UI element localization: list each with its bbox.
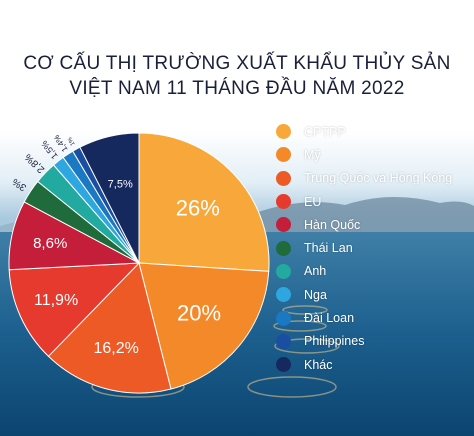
legend-item-philippines: Philippines [276, 330, 452, 353]
legend-item-dai-loan: Đài Loan [276, 306, 452, 329]
legend-item-my: Mỹ [276, 143, 452, 166]
pie-label-trung-quoc-va-hong-kong: 16,2% [94, 340, 139, 357]
legend-swatch [276, 147, 291, 163]
pie-slice-trung-quoc-va-hong-kong [47, 262, 172, 394]
pie-slice-cptpp [138, 132, 270, 272]
pie-slice-eu [8, 262, 141, 357]
legend-label: Trung Quốc và Hồng Kông [304, 171, 453, 186]
legend-swatch [276, 287, 291, 303]
chart-legend: CPTPP Mỹ Trung Quốc và Hồng Kông EU Hàn Quốc… [276, 120, 452, 376]
pie-label-philippines: 1% [67, 135, 77, 146]
legend-label: Mỹ [304, 147, 321, 162]
legend-item-eu: EU [276, 190, 452, 213]
legend-label: Khác [304, 357, 333, 372]
legend-item-trung-quoc-va-hong-kong: Trung Quốc và Hồng Kông [276, 167, 452, 190]
pie-label-han-quoc: 8,6% [33, 235, 67, 252]
legend-item-han-quoc: Hàn Quốc [276, 213, 452, 236]
legend-swatch [276, 333, 291, 349]
legend-label: Nga [304, 287, 327, 302]
chart-title-line-1: CƠ CẤU THỊ TRƯỜNG XUẤT KHẨU THỦY SẢN [23, 53, 451, 74]
legend-label: CPTPP [304, 124, 346, 139]
chart-title-line-2: VIỆT NAM 11 THÁNG ĐẦU NĂM 2022 [69, 78, 405, 99]
legend-label: Đài Loan [304, 311, 355, 326]
pie-label-anh: 2,8% [23, 151, 47, 175]
legend-swatch [276, 357, 291, 373]
legend-swatch [276, 194, 291, 210]
legend-item-khac: Khác [276, 353, 452, 376]
legend-label: Anh [304, 264, 327, 279]
pie-slice-khac [79, 132, 140, 264]
legend-swatch [276, 263, 291, 279]
legend-swatch [276, 310, 291, 326]
legend-item-nga: Nga [276, 283, 452, 306]
pie-label-thai-lan: 3% [10, 176, 28, 193]
pie-slice-my [138, 262, 270, 390]
legend-swatch [276, 217, 291, 233]
legend-label: Philippines [304, 334, 365, 349]
legend-label: Hàn Quốc [304, 217, 361, 232]
legend-swatch [276, 170, 291, 186]
pie-label-khac: 7,5% [108, 179, 133, 191]
pie-label-cptpp: 26% [176, 195, 220, 220]
legend-swatch [276, 124, 291, 140]
legend-label: Thái Lan [304, 241, 353, 256]
legend-item-thai-lan: Thái Lan [276, 236, 452, 259]
pie-label-eu: 11,9% [34, 292, 78, 309]
legend-item-cptpp: CPTPP [276, 120, 452, 143]
pie-label-my: 20% [177, 300, 221, 325]
legend-swatch [276, 240, 291, 256]
legend-label: EU [304, 194, 322, 209]
legend-item-anh: Anh [276, 260, 452, 283]
